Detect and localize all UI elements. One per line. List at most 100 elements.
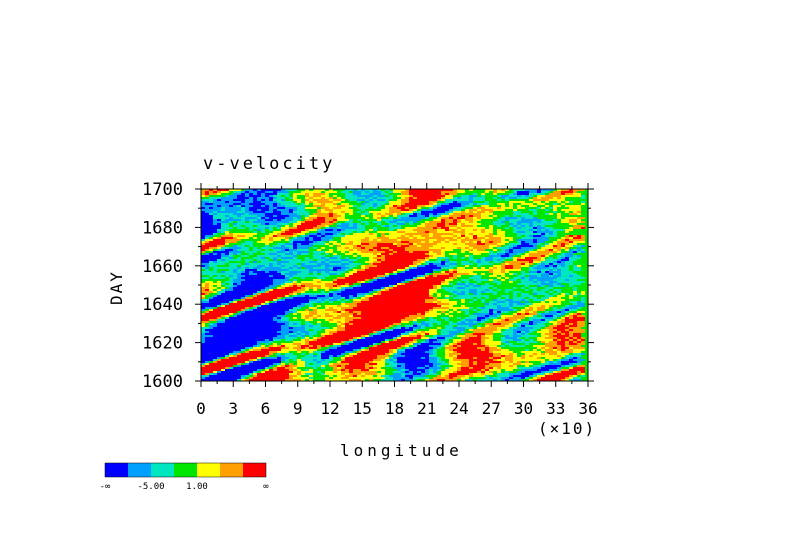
heatmap-cell bbox=[469, 367, 473, 369]
heatmap-cell bbox=[397, 351, 405, 353]
heatmap-cell bbox=[301, 191, 321, 193]
heatmap-cell bbox=[221, 209, 225, 211]
heatmap-cell bbox=[341, 227, 357, 229]
heatmap-cell bbox=[581, 197, 585, 199]
heatmap-cell bbox=[525, 355, 529, 357]
heatmap-cell bbox=[349, 295, 353, 297]
heatmap-cell bbox=[497, 283, 501, 285]
heatmap-cell bbox=[413, 321, 417, 323]
heatmap-cell bbox=[317, 371, 321, 373]
heatmap-cell bbox=[473, 285, 481, 287]
heatmap-cell bbox=[449, 373, 469, 375]
heatmap-cell bbox=[309, 261, 317, 263]
heatmap-cell bbox=[437, 205, 441, 207]
heatmap-cell bbox=[349, 219, 353, 221]
heatmap-cell bbox=[229, 217, 233, 219]
heatmap-cell bbox=[237, 195, 245, 197]
heatmap-cell bbox=[369, 367, 373, 369]
heatmap-cell bbox=[413, 209, 417, 211]
heatmap-cell bbox=[445, 229, 449, 231]
heatmap-cell bbox=[361, 251, 385, 253]
heatmap-cell bbox=[569, 235, 573, 237]
heatmap-cell bbox=[389, 207, 397, 209]
heatmap-cell bbox=[565, 257, 569, 259]
heatmap-cell bbox=[277, 219, 281, 221]
heatmap-cell bbox=[537, 203, 545, 205]
heatmap-cell bbox=[569, 259, 577, 261]
heatmap-cell bbox=[297, 365, 305, 367]
heatmap-cell bbox=[369, 335, 373, 337]
heatmap-cell bbox=[345, 319, 353, 321]
heatmap-cell bbox=[489, 317, 497, 319]
heatmap-cell bbox=[577, 217, 585, 219]
heatmap-cell bbox=[217, 285, 221, 287]
heatmap-cell bbox=[249, 347, 253, 349]
heatmap-cell bbox=[309, 311, 317, 313]
heatmap-cell bbox=[253, 359, 257, 361]
heatmap-cell bbox=[541, 221, 557, 223]
heatmap-cell bbox=[365, 337, 393, 339]
heatmap-cell bbox=[473, 357, 477, 359]
heatmap-cell bbox=[325, 345, 329, 347]
heatmap-cell bbox=[573, 315, 577, 317]
heatmap-cell bbox=[489, 315, 497, 317]
heatmap-cell bbox=[297, 351, 301, 353]
heatmap-cell bbox=[557, 269, 561, 271]
heatmap-cell bbox=[249, 267, 253, 269]
heatmap-cell bbox=[269, 233, 277, 235]
heatmap-cell bbox=[209, 285, 213, 287]
heatmap-cell bbox=[341, 259, 349, 261]
heatmap-cell bbox=[277, 207, 285, 209]
heatmap-cell bbox=[397, 199, 401, 201]
heatmap-cell bbox=[565, 325, 569, 327]
heatmap-cell bbox=[305, 337, 309, 339]
heatmap-cell bbox=[205, 265, 209, 267]
colorbar: -∞ -5.00 1.00 ∞ bbox=[100, 462, 269, 492]
heatmap-cell bbox=[265, 249, 269, 251]
heatmap-cell bbox=[561, 209, 581, 211]
heatmap-cell bbox=[517, 245, 533, 247]
heatmap-cell bbox=[285, 243, 293, 245]
heatmap-cell bbox=[469, 363, 473, 365]
heatmap-cell bbox=[269, 351, 277, 353]
heatmap-cell bbox=[461, 227, 485, 229]
heatmap-cell bbox=[573, 317, 585, 319]
heatmap-cell bbox=[285, 245, 293, 247]
heatmap-cell bbox=[305, 207, 317, 209]
heatmap-cell bbox=[385, 215, 389, 217]
heatmap-cell bbox=[577, 365, 585, 367]
heatmap-cell bbox=[225, 253, 229, 255]
heatmap-cell bbox=[281, 199, 285, 201]
heatmap-cell bbox=[201, 299, 209, 301]
heatmap-cell bbox=[253, 309, 289, 311]
heatmap-cell bbox=[557, 189, 561, 191]
heatmap-cell bbox=[201, 369, 221, 371]
heatmap-cell bbox=[569, 239, 585, 241]
y-tick-label: 1620 bbox=[142, 334, 183, 354]
heatmap-cell bbox=[461, 369, 481, 371]
colorbar-swatch bbox=[220, 463, 243, 477]
heatmap-cell bbox=[281, 299, 285, 301]
heatmap-cell bbox=[265, 265, 269, 267]
heatmap-cell bbox=[349, 353, 357, 355]
heatmap-cell bbox=[413, 197, 417, 199]
heatmap-cell bbox=[521, 357, 525, 359]
heatmap-cell bbox=[233, 245, 237, 247]
heatmap-cell bbox=[201, 201, 209, 203]
heatmap-cell bbox=[309, 347, 317, 349]
heatmap-cell bbox=[529, 229, 533, 231]
heatmap-cell bbox=[517, 331, 521, 333]
heatmap-cell bbox=[457, 271, 473, 273]
heatmap-cell bbox=[461, 197, 469, 199]
heatmap-cell bbox=[573, 287, 577, 289]
heatmap-cell bbox=[469, 199, 473, 201]
heatmap-cell bbox=[401, 375, 405, 377]
heatmap-cell bbox=[441, 301, 457, 303]
heatmap-cell bbox=[429, 215, 433, 217]
heatmap-cell bbox=[229, 255, 233, 257]
heatmap-cell bbox=[281, 273, 285, 275]
heatmap-cell bbox=[317, 217, 325, 219]
heatmap-cell bbox=[581, 299, 585, 301]
heatmap-cell bbox=[213, 309, 241, 311]
heatmap-cell bbox=[329, 365, 337, 367]
